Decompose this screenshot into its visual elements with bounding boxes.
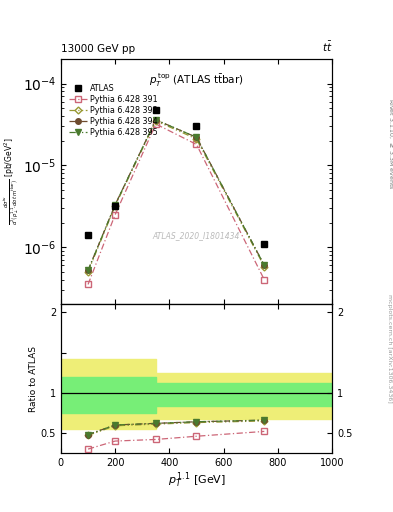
Pythia 6.428 395: [262, 262, 266, 268]
Pythia 6.428 391: [113, 211, 118, 218]
Pythia 6.428 393: [194, 136, 199, 142]
ATLAS: [194, 123, 199, 130]
Text: ATLAS_2020_I1801434: ATLAS_2020_I1801434: [153, 231, 240, 240]
X-axis label: $p_T^{\,1.1}$ [GeV]: $p_T^{\,1.1}$ [GeV]: [167, 471, 226, 490]
Pythia 6.428 394: [113, 202, 118, 208]
Legend: ATLAS, Pythia 6.428 391, Pythia 6.428 393, Pythia 6.428 394, Pythia 6.428 395: ATLAS, Pythia 6.428 391, Pythia 6.428 39…: [68, 82, 160, 139]
Pythia 6.428 394: [86, 267, 90, 273]
Pythia 6.428 393: [113, 203, 118, 209]
Pythia 6.428 393: [262, 264, 266, 270]
Text: mcplots.cern.ch [arXiv:1306.3436]: mcplots.cern.ch [arXiv:1306.3436]: [387, 294, 392, 402]
Pythia 6.428 391: [194, 141, 199, 147]
Pythia 6.428 391: [153, 121, 158, 127]
Pythia 6.428 395: [194, 134, 199, 140]
Y-axis label: Ratio to ATLAS: Ratio to ATLAS: [29, 346, 38, 412]
Text: $p_T^{\,\rm top}$ (ATLAS t$\bar{\rm t}$bar): $p_T^{\,\rm top}$ (ATLAS t$\bar{\rm t}$b…: [149, 71, 244, 89]
Pythia 6.428 395: [113, 202, 118, 208]
Pythia 6.428 394: [153, 117, 158, 123]
ATLAS: [86, 232, 90, 238]
Pythia 6.428 391: [262, 276, 266, 283]
Line: Pythia 6.428 395: Pythia 6.428 395: [85, 117, 267, 273]
Line: Pythia 6.428 393: Pythia 6.428 393: [86, 118, 267, 274]
Text: Rivet 3.1.10, $\geq$ 3.3M events: Rivet 3.1.10, $\geq$ 3.3M events: [387, 98, 393, 189]
Pythia 6.428 393: [86, 269, 90, 275]
Line: ATLAS: ATLAS: [84, 106, 268, 247]
Pythia 6.428 393: [153, 118, 158, 124]
Line: Pythia 6.428 391: Pythia 6.428 391: [85, 121, 267, 287]
Pythia 6.428 394: [194, 134, 199, 140]
Text: $t\bar{t}$: $t\bar{t}$: [321, 39, 332, 54]
Line: Pythia 6.428 394: Pythia 6.428 394: [85, 117, 267, 273]
Pythia 6.428 395: [153, 117, 158, 123]
ATLAS: [153, 106, 158, 113]
Pythia 6.428 391: [86, 282, 90, 288]
Y-axis label: $\frac{d\sigma^{tu}}{d^2\!\left(p_{\perp}^{1.1}{\cdot}dot\,m^{tbar}\right)}$ [pb: $\frac{d\sigma^{tu}}{d^2\!\left(p_{\perp…: [1, 138, 21, 225]
ATLAS: [113, 203, 118, 209]
Text: 13000 GeV pp: 13000 GeV pp: [61, 44, 135, 54]
ATLAS: [262, 241, 266, 247]
Pythia 6.428 394: [262, 262, 266, 268]
Pythia 6.428 395: [86, 267, 90, 273]
